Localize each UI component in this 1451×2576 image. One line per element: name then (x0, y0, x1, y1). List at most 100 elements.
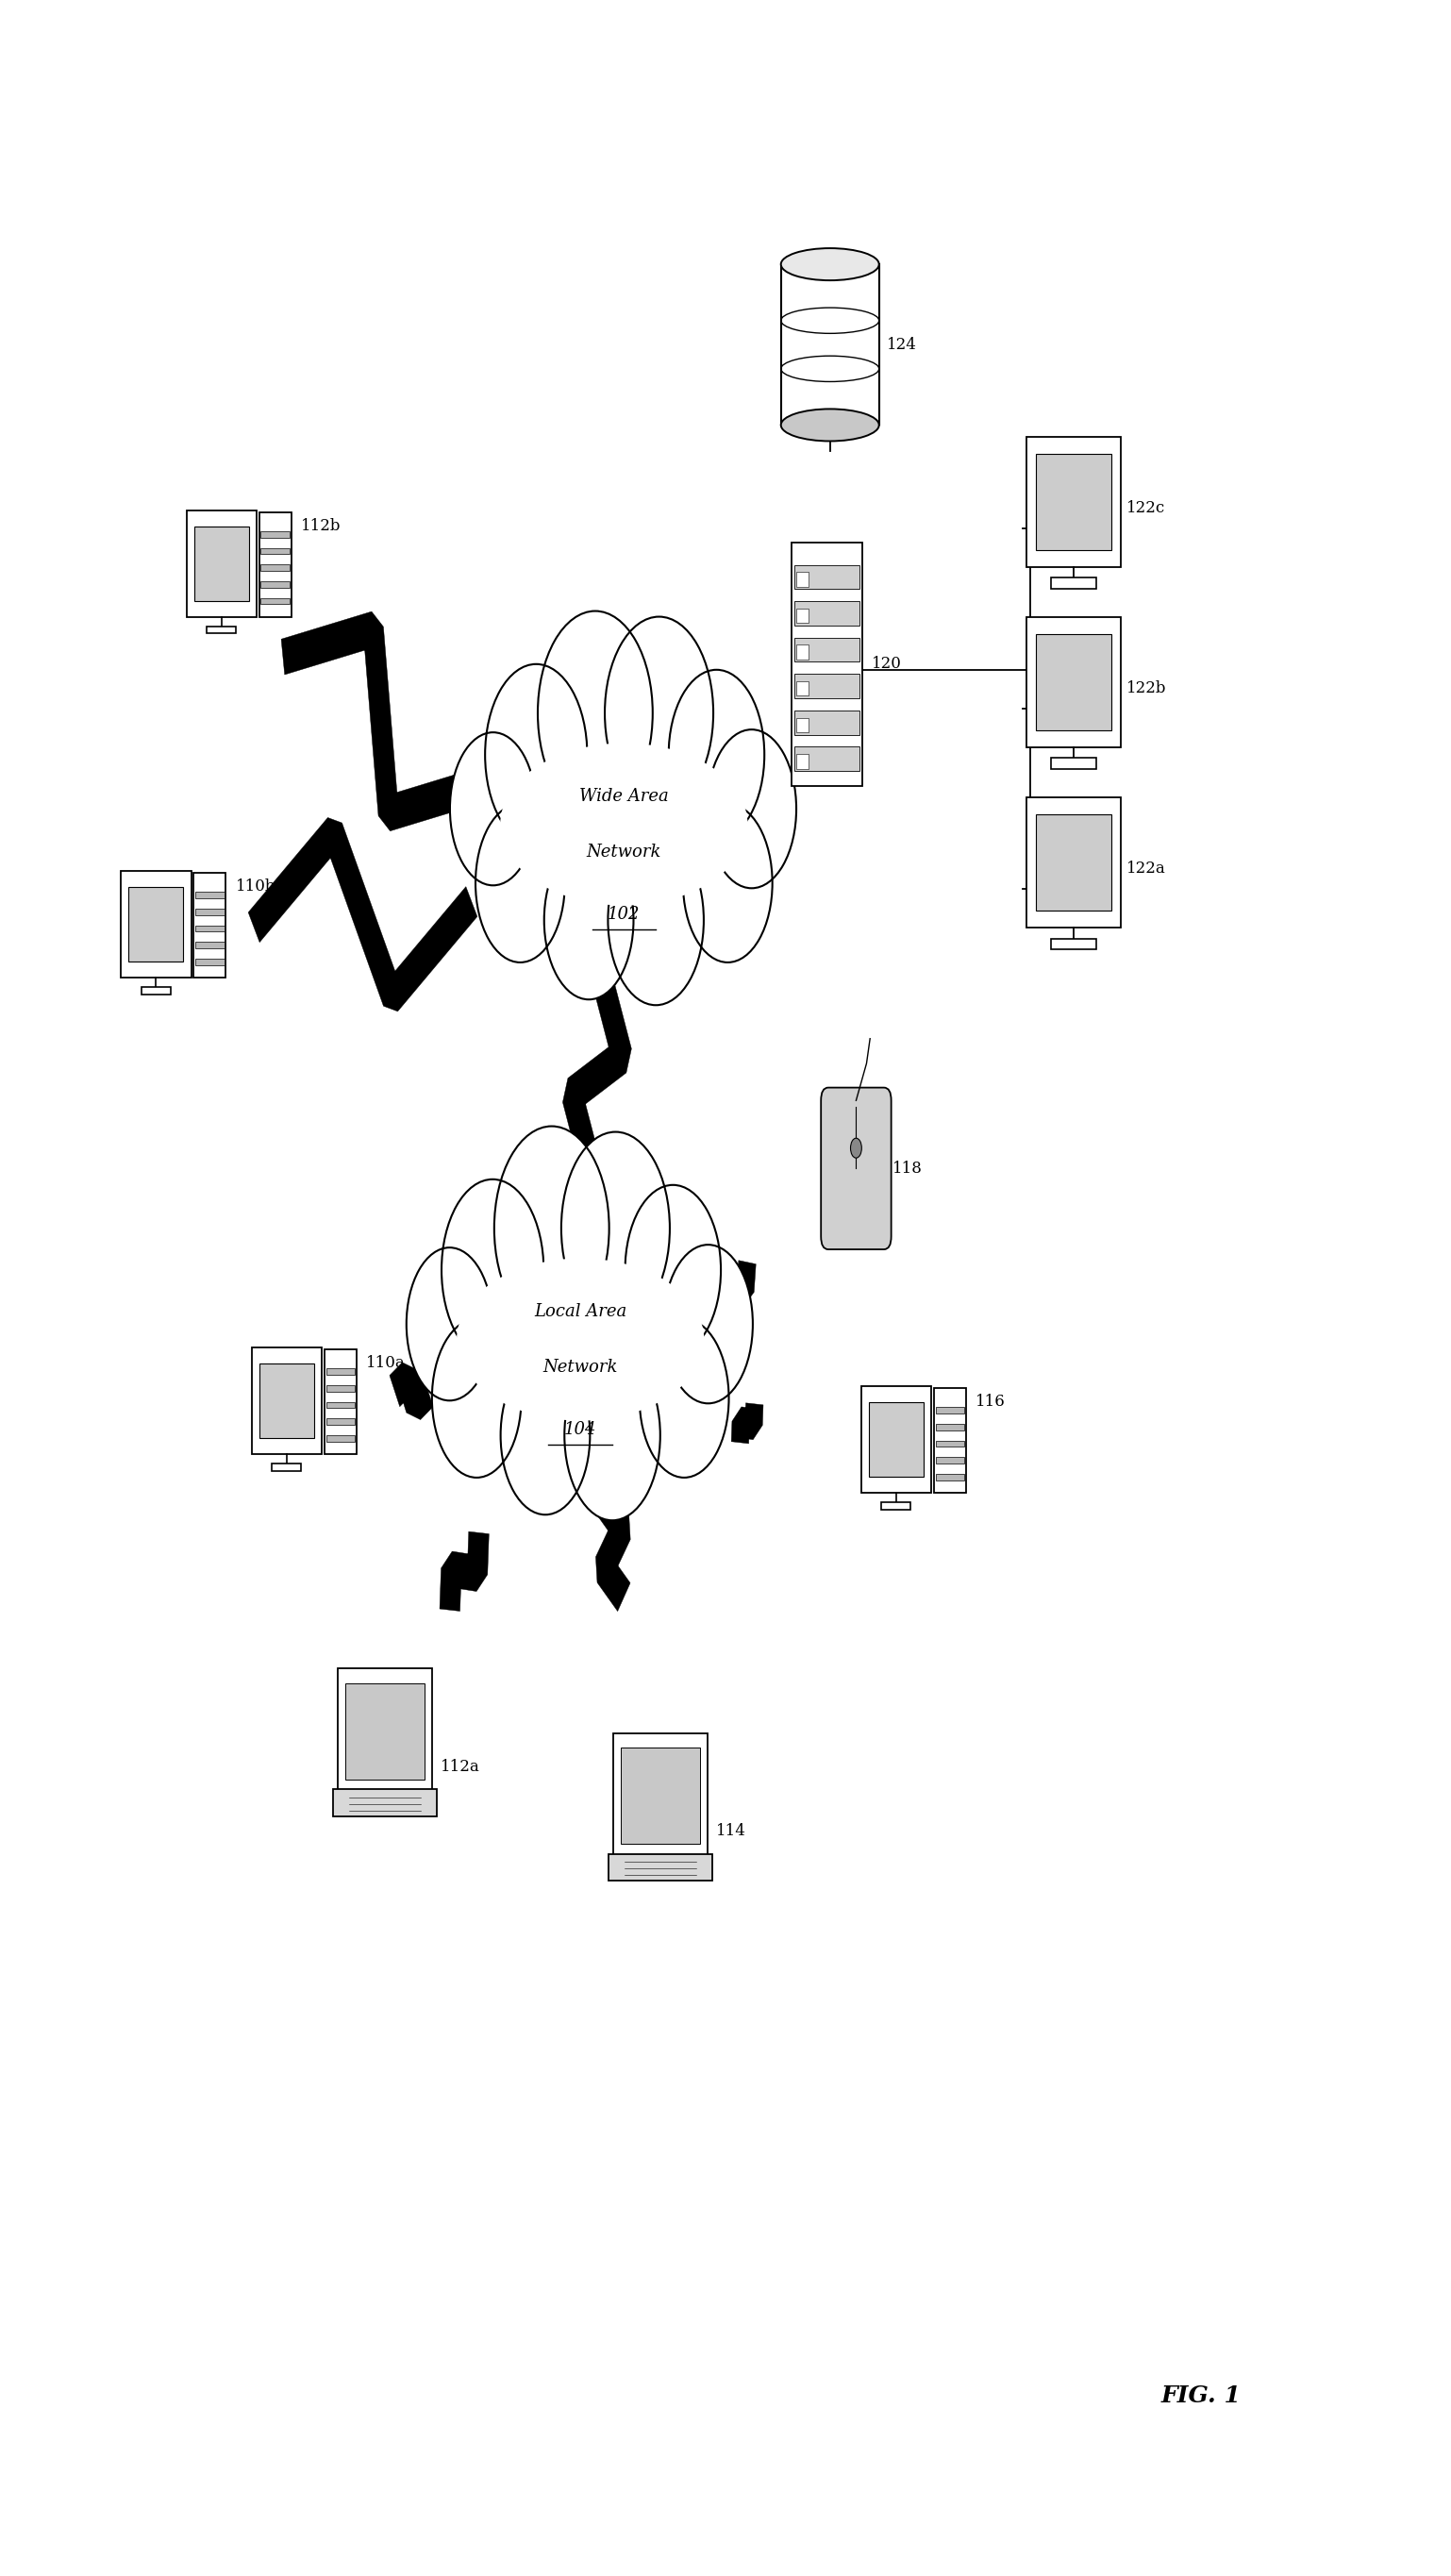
Bar (797, 755, 808, 768)
Bar (795, 747, 859, 770)
Bar (120, 871, 192, 976)
Circle shape (485, 665, 588, 845)
Bar (936, 1458, 965, 1463)
Circle shape (625, 1185, 721, 1355)
Bar (326, 1401, 355, 1409)
Circle shape (562, 1131, 670, 1324)
Bar (261, 549, 290, 554)
Bar (934, 1388, 966, 1492)
FancyBboxPatch shape (821, 1087, 891, 1249)
Circle shape (432, 1319, 521, 1479)
Bar (612, 1734, 708, 1857)
Bar (795, 675, 859, 698)
Circle shape (495, 1126, 609, 1329)
Bar (194, 873, 226, 976)
Bar (196, 925, 225, 933)
Bar (860, 1386, 932, 1492)
Polygon shape (440, 1533, 489, 1610)
Circle shape (669, 670, 765, 840)
Bar (141, 987, 171, 994)
Bar (1036, 453, 1111, 549)
Bar (196, 958, 225, 966)
Ellipse shape (488, 732, 760, 917)
Text: FIG. 1: FIG. 1 (1161, 2385, 1241, 2406)
Bar (1027, 618, 1120, 747)
Bar (271, 1463, 302, 1471)
Bar (795, 600, 859, 626)
Text: Local Area: Local Area (534, 1303, 627, 1319)
Bar (1036, 814, 1111, 909)
Circle shape (640, 1319, 728, 1479)
Polygon shape (389, 1363, 434, 1419)
Bar (1051, 577, 1097, 590)
Bar (260, 1363, 313, 1437)
Bar (1051, 938, 1097, 951)
Bar (261, 598, 290, 605)
Bar (186, 510, 257, 616)
Bar (936, 1473, 965, 1481)
Polygon shape (596, 1486, 630, 1610)
Bar (251, 1347, 322, 1453)
Circle shape (564, 1350, 660, 1520)
Polygon shape (731, 1404, 763, 1443)
Bar (881, 1502, 911, 1510)
Text: 112a: 112a (440, 1759, 479, 1775)
Polygon shape (248, 817, 477, 1012)
Bar (261, 582, 290, 587)
Text: 118: 118 (892, 1159, 923, 1177)
Bar (326, 1435, 355, 1443)
Bar (345, 1685, 424, 1780)
Text: 116: 116 (975, 1394, 1006, 1409)
Bar (196, 943, 225, 948)
Bar (261, 564, 290, 572)
Circle shape (850, 1139, 862, 1159)
Text: 122a: 122a (1126, 860, 1165, 876)
Text: 110a: 110a (366, 1355, 405, 1370)
Text: 102: 102 (608, 907, 640, 922)
Circle shape (683, 804, 772, 963)
Text: 122c: 122c (1126, 500, 1165, 515)
Bar (325, 1350, 357, 1453)
Polygon shape (717, 1260, 756, 1316)
Text: Network: Network (586, 845, 662, 860)
Circle shape (501, 1355, 591, 1515)
Polygon shape (739, 744, 785, 840)
Bar (326, 1386, 355, 1391)
Circle shape (538, 611, 653, 814)
Circle shape (707, 729, 797, 889)
Bar (797, 719, 808, 732)
Bar (194, 526, 248, 600)
Circle shape (441, 1180, 544, 1360)
Bar (795, 639, 859, 662)
Bar (608, 1855, 712, 1880)
Text: 122b: 122b (1126, 680, 1167, 696)
Text: 110b: 110b (235, 878, 276, 894)
Ellipse shape (781, 410, 879, 440)
Bar (869, 1401, 923, 1476)
Bar (326, 1419, 355, 1425)
Bar (936, 1425, 965, 1430)
Polygon shape (281, 611, 480, 832)
Bar (196, 909, 225, 914)
Bar (1051, 757, 1097, 770)
Ellipse shape (445, 1247, 717, 1432)
Bar (196, 891, 225, 899)
Circle shape (450, 732, 537, 886)
Text: Network: Network (543, 1360, 618, 1376)
Text: 120: 120 (872, 657, 903, 672)
Bar (797, 572, 808, 587)
Circle shape (406, 1247, 493, 1401)
Bar (261, 531, 290, 538)
Text: Wide Area: Wide Area (579, 788, 669, 804)
Bar (936, 1440, 965, 1448)
Circle shape (476, 804, 564, 963)
Text: 112b: 112b (300, 518, 341, 533)
Bar (797, 608, 808, 623)
Bar (792, 544, 862, 786)
Text: 104: 104 (564, 1422, 596, 1437)
Bar (1036, 634, 1111, 729)
Text: 124: 124 (887, 337, 917, 353)
Bar (936, 1406, 965, 1414)
Bar (621, 1749, 699, 1844)
Circle shape (544, 840, 634, 999)
